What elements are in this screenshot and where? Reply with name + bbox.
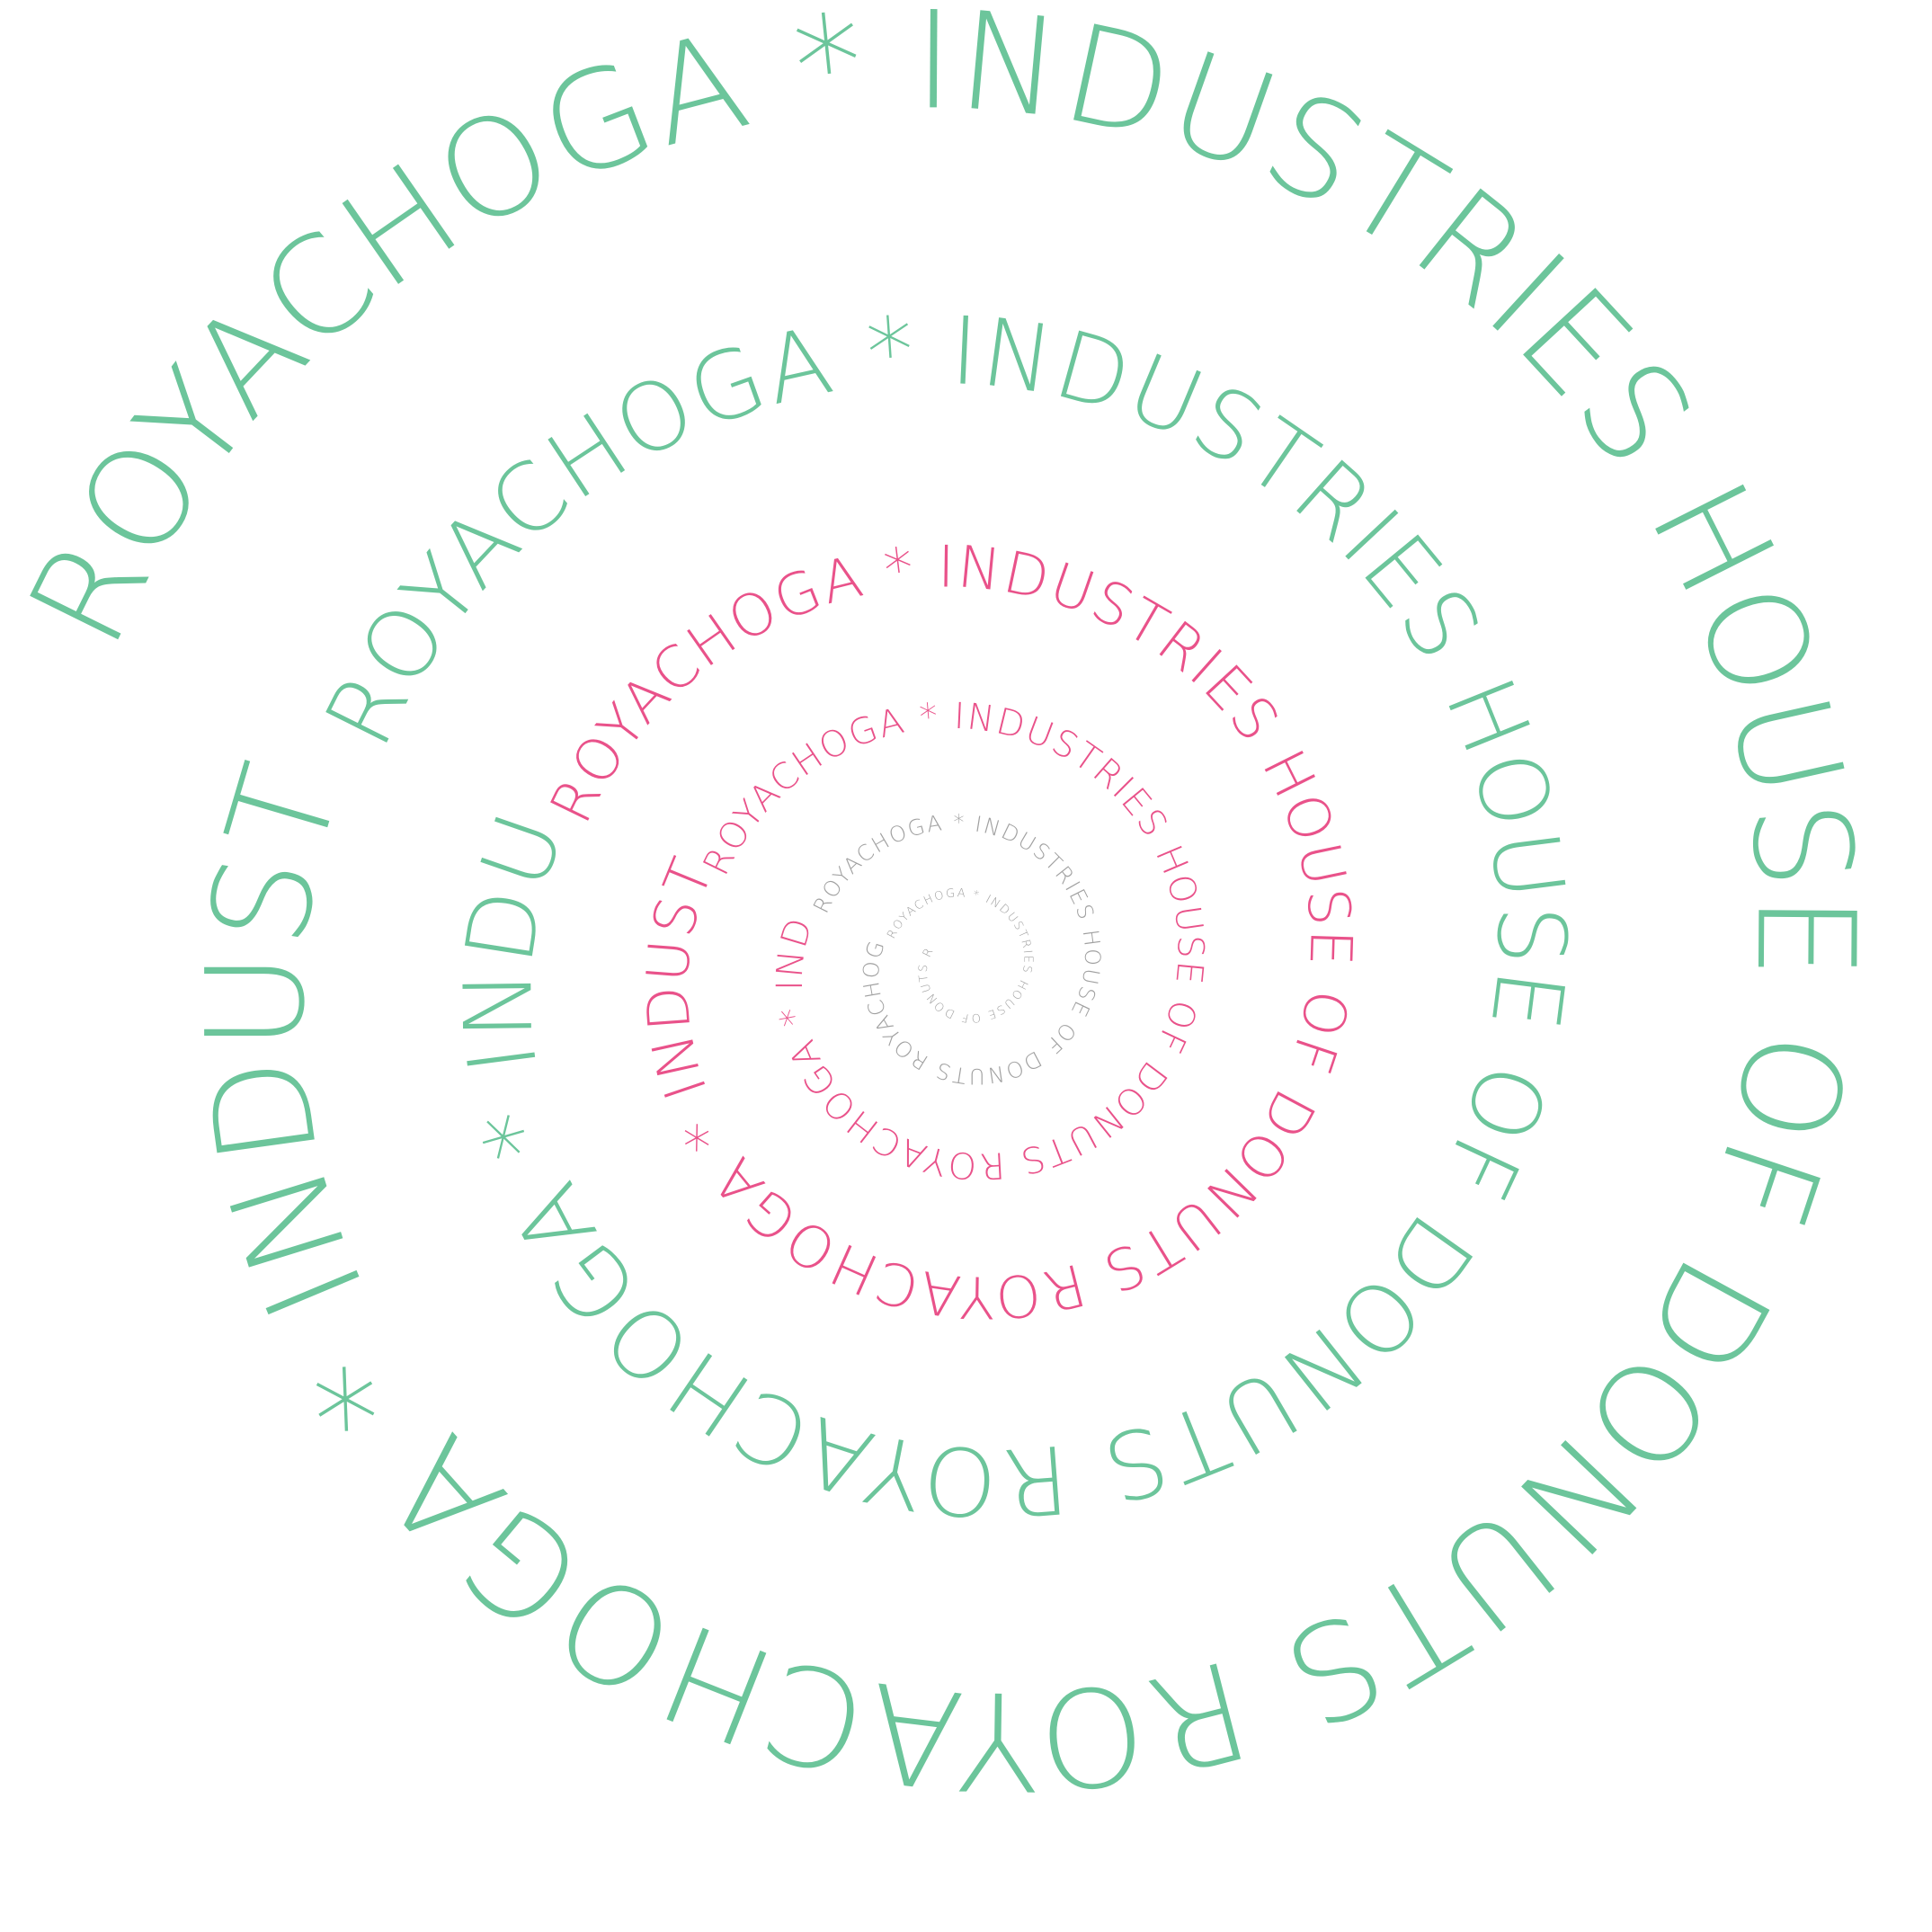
spiral-ring-text-1: ROYACHOGA * INDUSTRIES HOUSE OF DONUTS R… (0, 0, 1882, 1818)
